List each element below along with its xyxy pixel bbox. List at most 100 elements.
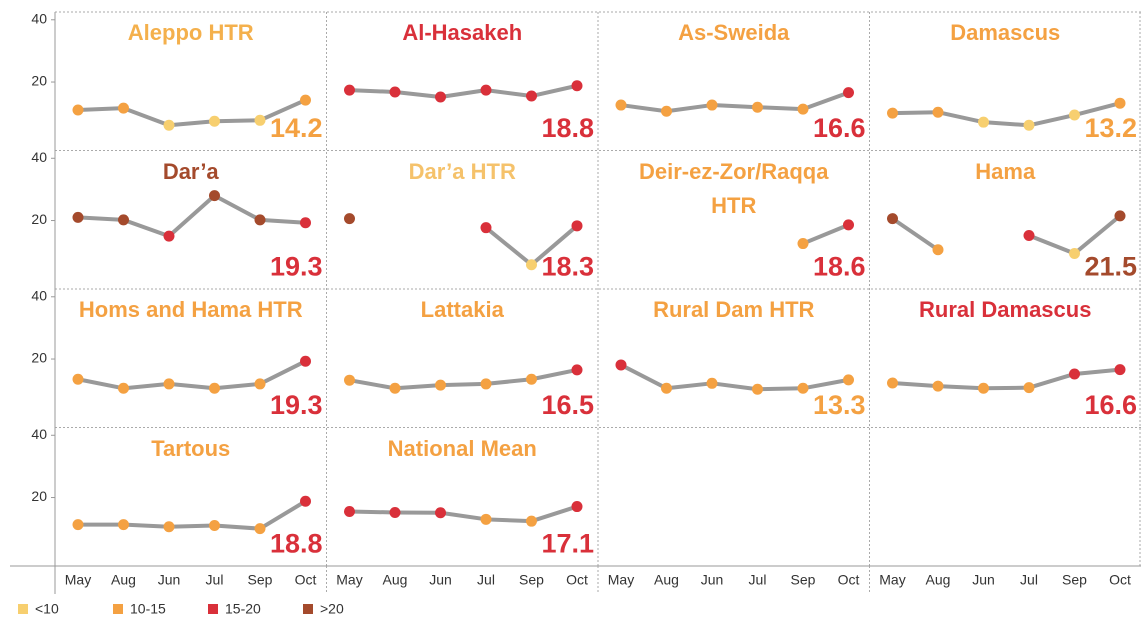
data-point — [163, 230, 175, 242]
data-point — [661, 382, 672, 394]
data-point — [72, 211, 84, 223]
data-point — [254, 114, 266, 126]
data-point — [526, 90, 537, 102]
x-tick-label: Sep — [248, 572, 273, 588]
legend-label: >20 — [320, 601, 344, 617]
data-point — [526, 259, 537, 271]
data-point — [1023, 229, 1035, 241]
data-point — [344, 213, 355, 225]
y-tick-label: 40 — [31, 149, 47, 165]
panel-title: Homs and Hama HTR — [78, 297, 303, 322]
value-label: 13.3 — [813, 390, 866, 420]
data-point — [389, 86, 401, 98]
legend-label: 10-15 — [130, 601, 166, 617]
data-point — [118, 519, 129, 531]
x-tick-label: Jun — [158, 572, 181, 588]
value-label: 18.8 — [270, 529, 323, 559]
data-point — [300, 94, 311, 106]
data-point — [118, 382, 129, 394]
panel-title: As-Sweida — [678, 20, 790, 45]
data-point — [209, 190, 220, 202]
panel-title: Rural Damascus — [919, 297, 1092, 322]
x-tick-label: May — [65, 572, 91, 588]
x-tick-label: Sep — [791, 572, 816, 588]
x-tick-label: Aug — [383, 572, 408, 588]
data-point — [797, 103, 809, 115]
panel-title: Damascus — [950, 20, 1061, 45]
legend-label: 15-20 — [225, 601, 261, 617]
data-point — [661, 105, 672, 117]
data-point — [571, 364, 583, 376]
data-point — [706, 377, 718, 389]
legend-swatch — [113, 604, 123, 614]
data-point — [254, 214, 266, 226]
series-line — [349, 504, 578, 524]
legend-label: <10 — [35, 601, 59, 617]
data-point — [300, 495, 311, 507]
data-point — [72, 373, 84, 385]
data-point — [1069, 109, 1080, 121]
value-label: 17.1 — [541, 529, 594, 559]
x-tick-label: Aug — [654, 572, 679, 588]
series-line — [349, 367, 578, 391]
series-line — [77, 359, 307, 391]
data-point — [1023, 119, 1035, 131]
data-point — [118, 102, 129, 114]
panel-title: National Mean — [387, 435, 537, 461]
data-point — [571, 220, 583, 232]
data-point — [978, 382, 989, 394]
value-label: 18.3 — [541, 252, 594, 282]
value-label: 16.6 — [1084, 390, 1137, 420]
data-point — [887, 377, 898, 389]
value-label: 14.2 — [270, 113, 323, 143]
data-point — [797, 238, 809, 250]
x-tick-label: Aug — [926, 572, 951, 588]
x-tick-label: Jul — [1020, 572, 1038, 588]
data-point — [163, 378, 175, 390]
panel-title: Tartous — [151, 435, 231, 461]
data-point — [1069, 248, 1080, 260]
series-line — [892, 367, 1121, 391]
series-line — [78, 499, 307, 531]
data-point — [706, 99, 718, 111]
data-point — [344, 506, 355, 518]
x-tick-label: Oct — [1109, 572, 1131, 588]
panel-title: Dar’a HTR — [408, 158, 516, 184]
data-point — [72, 104, 84, 116]
y-tick-label: 40 — [31, 287, 47, 303]
panel-title: Hama — [975, 158, 1036, 184]
data-point — [389, 506, 401, 518]
series-line — [620, 90, 850, 114]
panel-title: Al-Hasakeh — [402, 20, 523, 45]
data-point — [480, 84, 492, 96]
value-label: 16.5 — [541, 390, 594, 420]
x-tick-label: Jun — [429, 572, 452, 588]
legend-swatch — [18, 604, 28, 614]
data-point — [1114, 97, 1126, 109]
data-point — [118, 214, 129, 226]
y-tick-label: 40 — [31, 10, 47, 26]
data-point — [254, 378, 266, 390]
series-line — [349, 83, 578, 99]
data-point — [209, 520, 220, 532]
data-point — [300, 217, 311, 229]
x-tick-label: Oct — [566, 572, 588, 588]
data-point — [932, 380, 944, 392]
data-point — [480, 222, 492, 234]
data-point — [887, 107, 898, 119]
data-point — [389, 382, 401, 394]
x-tick-label: May — [336, 572, 362, 588]
x-tick-label: Jul — [477, 572, 495, 588]
panel-title: Rural Dam HTR — [653, 297, 815, 322]
data-point — [1069, 368, 1080, 380]
value-label: 18.6 — [813, 252, 866, 282]
legend-swatch — [303, 604, 313, 614]
data-point — [752, 383, 763, 395]
value-label: 13.2 — [1084, 113, 1137, 143]
data-point — [163, 521, 175, 533]
value-label: 19.3 — [270, 252, 323, 282]
series-line — [802, 223, 850, 246]
value-label: 19.3 — [270, 390, 323, 420]
data-point — [480, 513, 492, 525]
